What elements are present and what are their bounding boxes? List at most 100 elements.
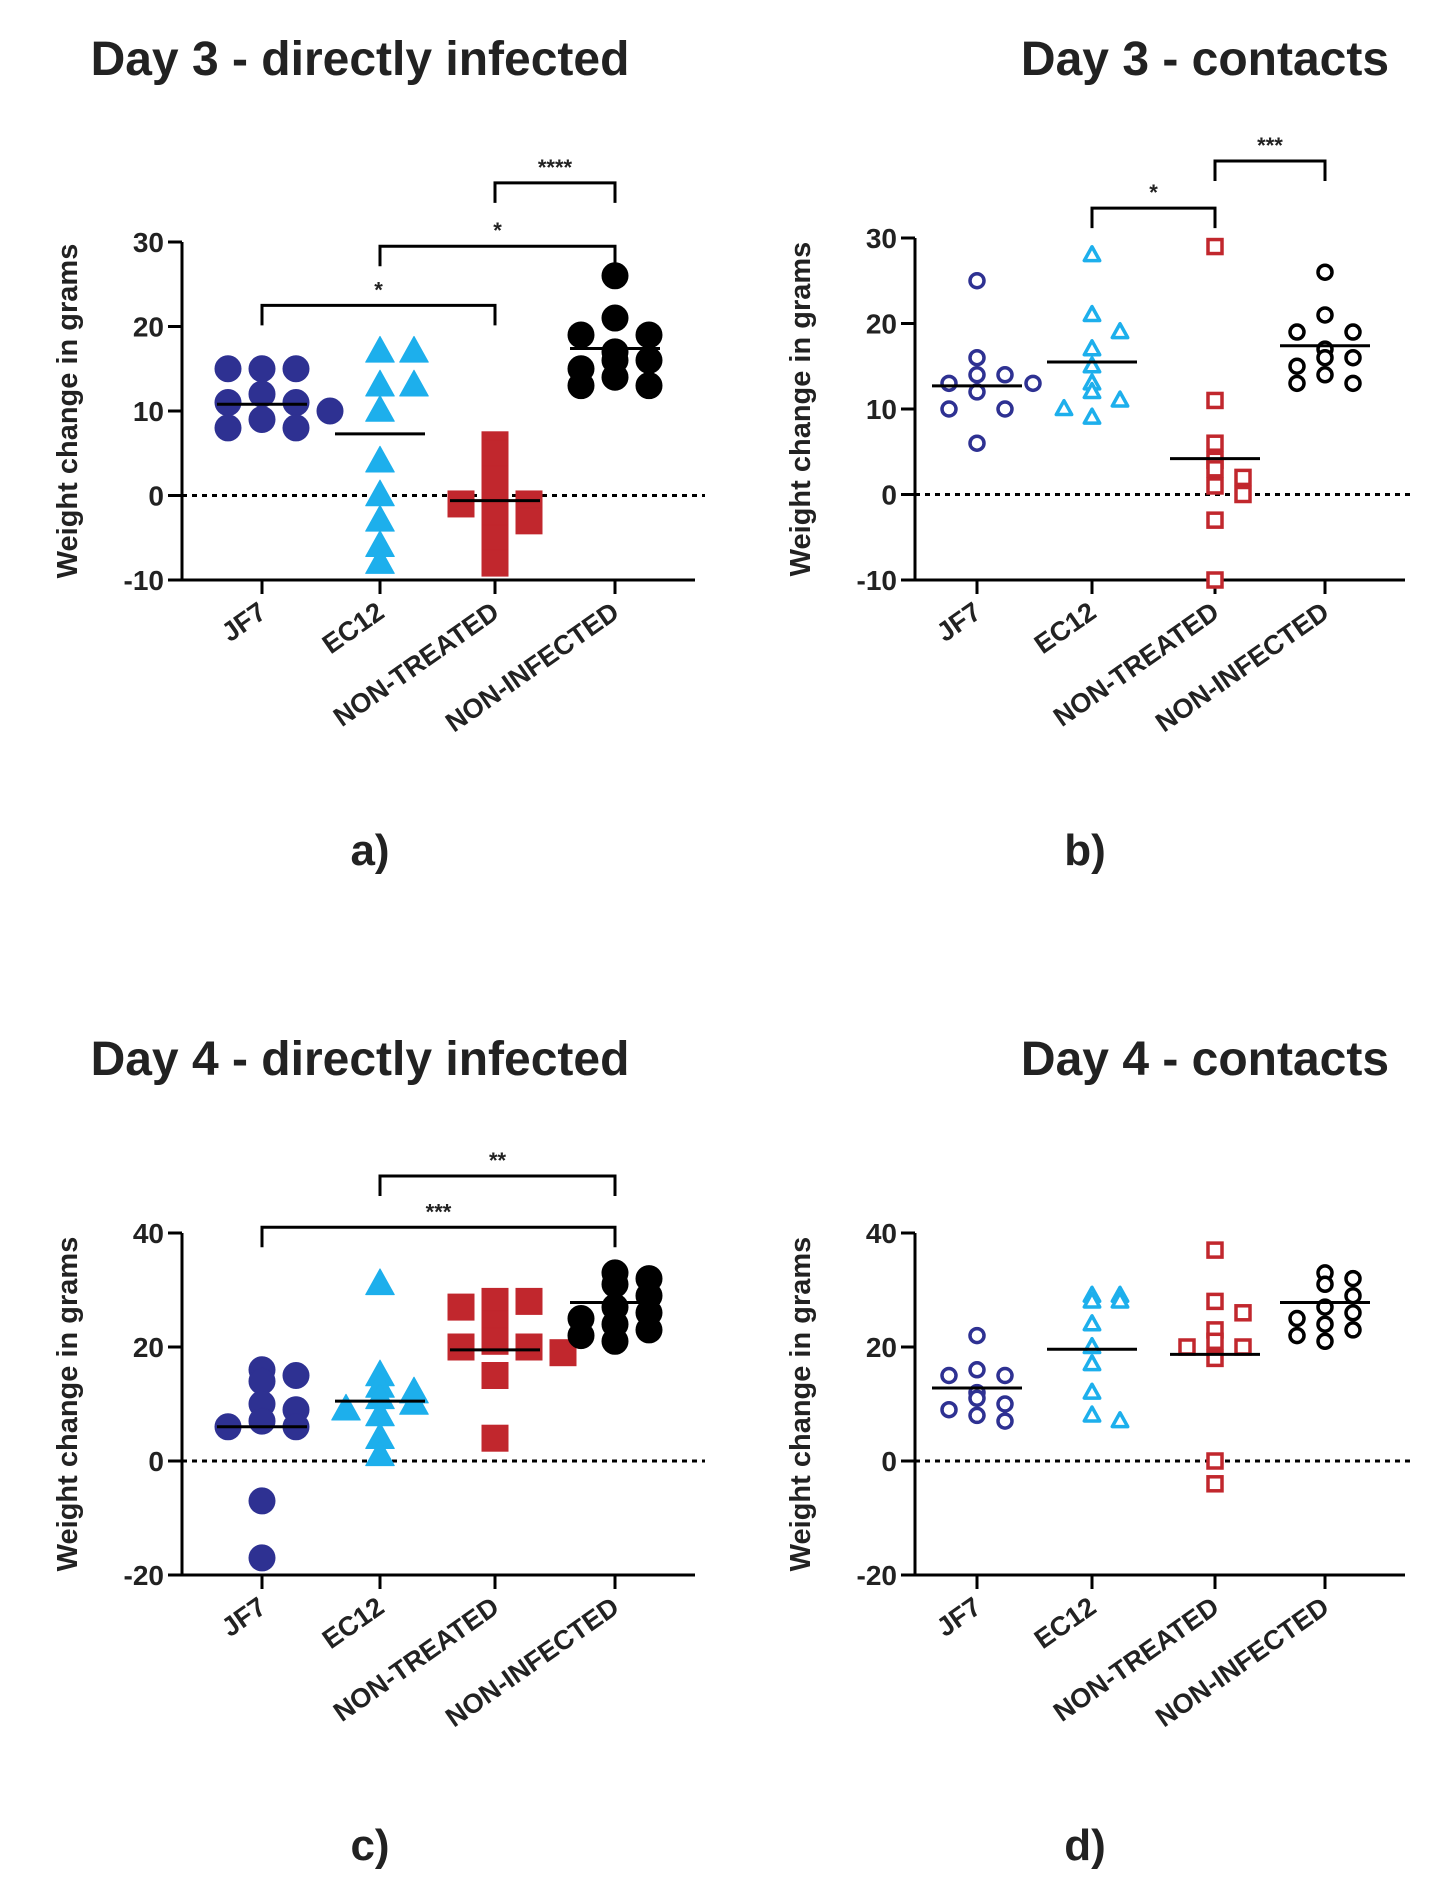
data-point [601,363,629,391]
data-point [1178,1338,1196,1356]
data-point [968,1406,986,1425]
data-point [399,335,429,363]
series-non-treated [447,1287,577,1452]
data-point [940,1400,958,1419]
y-axis-label: Weight change in grams [52,1237,84,1572]
significance-bracket: *** [1213,133,1327,182]
data-point [1082,1291,1102,1309]
data-point [1082,356,1102,374]
data-point [365,504,395,532]
data-point [214,355,242,383]
data-point [1054,398,1074,417]
panel-label: d) [1064,1821,1106,1870]
series-jf7 [932,272,1042,452]
panel-label: c) [350,1821,389,1870]
data-point [968,1326,986,1345]
data-point [1288,1326,1306,1345]
significance-label: * [1149,180,1158,205]
data-point [1344,1286,1362,1305]
bracket-line [1090,206,1217,229]
data-point [515,1333,543,1361]
data-point [282,389,310,417]
x-tick-label: JF7 [216,1591,271,1642]
data-point [1110,321,1130,340]
bracket-line [378,1174,617,1196]
y-tick-label: 0 [881,1446,897,1477]
data-point [365,1268,395,1296]
significance-bracket: **** [493,155,617,203]
panel-label: b) [1064,826,1106,875]
series-ec12 [331,1268,429,1467]
data-point [1234,468,1252,487]
series-non-treated [1170,1241,1260,1493]
data-point [1206,1241,1224,1259]
data-point [1082,1405,1102,1423]
data-point [1316,263,1334,281]
data-point [282,414,310,442]
series-ec12 [335,335,429,574]
data-point [1206,511,1224,529]
series-non-infected [567,262,663,400]
data-point [447,1293,475,1321]
y-tick-label: 30 [133,227,164,258]
data-point [996,400,1014,418]
x-tick-label: JF7 [931,1591,986,1642]
significance-bracket: * [1090,180,1217,229]
panels: Day 3 - directly infected Weight change i… [52,33,1415,1870]
y-axis-label: Weight change in grams [785,242,817,577]
data-point [1206,460,1224,478]
series-ec12 [1047,245,1137,425]
data-point [214,414,242,442]
significance-label: *** [426,1199,452,1224]
data-point [214,389,242,417]
data-point [1206,477,1224,495]
data-point [1316,306,1334,324]
y-tick-label: 0 [148,481,164,512]
x-tick-label: JF7 [931,596,986,647]
y-axis-label: Weight change in grams [785,1237,817,1572]
data-point [968,272,986,290]
series-ec12 [1047,1285,1137,1429]
data-point [1234,1338,1252,1356]
data-point [1082,1354,1102,1372]
data-point [996,366,1014,384]
data-point [940,374,958,393]
data-point [1082,1314,1102,1332]
data-point [601,1327,629,1355]
x-tick-label: JF7 [216,596,271,647]
data-point [567,372,595,400]
data-point [1082,407,1102,425]
series-jf7 [214,1356,310,1572]
data-point [365,335,395,363]
data-point [635,1316,663,1344]
data-point [940,1366,958,1385]
data-point [635,372,663,400]
y-tick-label: 20 [133,312,164,343]
panel-label: a) [350,826,389,875]
data-point [1288,1309,1306,1328]
y-tick-label: 10 [133,396,164,427]
data-point [1344,374,1362,393]
data-point [1206,571,1224,589]
data-point [567,321,595,349]
series-non-infected [1280,263,1370,393]
significance-bracket: *** [260,1199,617,1248]
y-tick-label: 20 [133,1332,164,1363]
chart-panel-b: Day 3 - contacts Weight change in grams -1… [785,33,1415,875]
bracket-line [378,244,617,267]
data-point [1082,1382,1102,1400]
x-tick-label: EC12 [317,596,390,659]
bracket-line [1213,159,1327,182]
y-tick-label: -20 [857,1560,897,1591]
y-tick-label: 30 [866,223,897,254]
data-point [1082,245,1102,263]
data-point [601,262,629,290]
significance-label: *** [1257,133,1283,158]
data-point [940,400,958,418]
data-point [1316,1275,1334,1294]
series-non-infected [1280,1264,1370,1351]
data-point [1082,304,1102,323]
data-point [996,1412,1014,1430]
data-point [1024,374,1042,393]
